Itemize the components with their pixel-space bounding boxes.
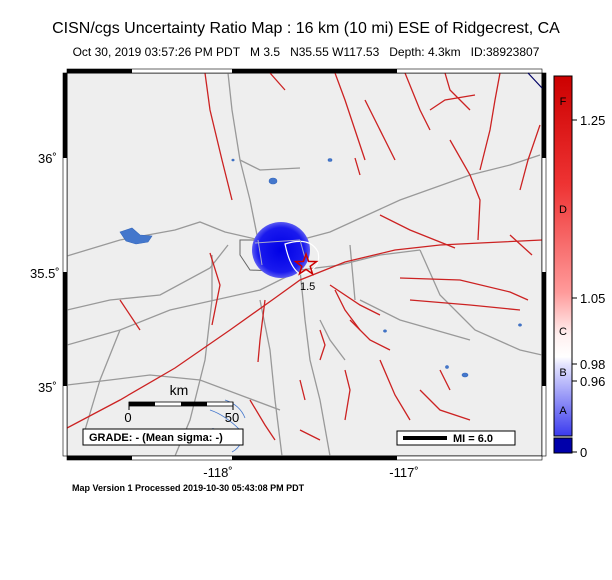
colorbar-letter-d: D (559, 204, 567, 216)
colorbar: F D C B A 1.25 1.05 0.98 0.96 0 (553, 75, 605, 460)
colorbar-value-1-25: 1.25 (580, 113, 605, 128)
colorbar-letter-b: B (559, 367, 566, 379)
footer-processed: Map Version 1 Processed 2019-10-30 05:43… (72, 483, 305, 493)
map-content (67, 73, 542, 456)
lon-label-117: -117˚ (389, 465, 418, 480)
faults-layer (67, 73, 542, 446)
epicenter-star[interactable] (293, 251, 319, 276)
event-datetime: Oct 30, 2019 03:57:26 PM PDT (72, 45, 241, 59)
event-depth: Depth: 4.3km (389, 45, 461, 59)
colorbar-letter-a: A (559, 405, 567, 417)
uncertainty-blob (252, 222, 310, 278)
colorbar-value-1-05: 1.05 (580, 291, 605, 306)
map-title: CISN/cgs Uncertainty Ratio Map : 16 km (… (52, 20, 560, 37)
event-id: ID:38923807 (470, 45, 540, 59)
colorbar-value-0: 0 (580, 445, 587, 460)
lat-label-36: 36˚ (38, 151, 57, 166)
lat-label-35-5: 35.5˚ (30, 266, 60, 281)
lat-label-35: 35˚ (38, 380, 57, 395)
water-layer (119, 158, 522, 432)
event-info-line: Oct 30, 2019 03:57:26 PM PDT M 3.5 N35.5… (0, 45, 612, 59)
scalebar-title: km (170, 382, 189, 398)
event-location: N35.55 W117.53 (290, 45, 380, 59)
event-magnitude: M 3.5 (250, 45, 281, 59)
frame-ticks (62, 68, 547, 461)
colorbar-letter-f: F (560, 96, 567, 108)
grade-box: GRADE: - (Mean sigma: -) (82, 428, 244, 446)
colorbar-letter-c: C (559, 326, 567, 338)
colorbar-zero-swatch (553, 437, 573, 454)
grade-text: GRADE: - (Mean sigma: -) (89, 432, 223, 444)
mi-legend: MI = 6.0 (396, 430, 516, 446)
scalebar-tick-0: 0 (124, 410, 131, 425)
uncertainty-contour (284, 240, 320, 275)
scalebar-tick-50: 50 (225, 410, 239, 425)
contour-label: 1.5 (300, 281, 315, 293)
lon-label-118: -118˚ (203, 465, 232, 480)
colorbar-value-0-96: 0.96 (580, 374, 605, 389)
mi-legend-text: MI = 6.0 (453, 433, 493, 445)
scale-bar: km 0 50 (124, 382, 239, 425)
colorbar-value-0-98: 0.98 (580, 357, 605, 372)
